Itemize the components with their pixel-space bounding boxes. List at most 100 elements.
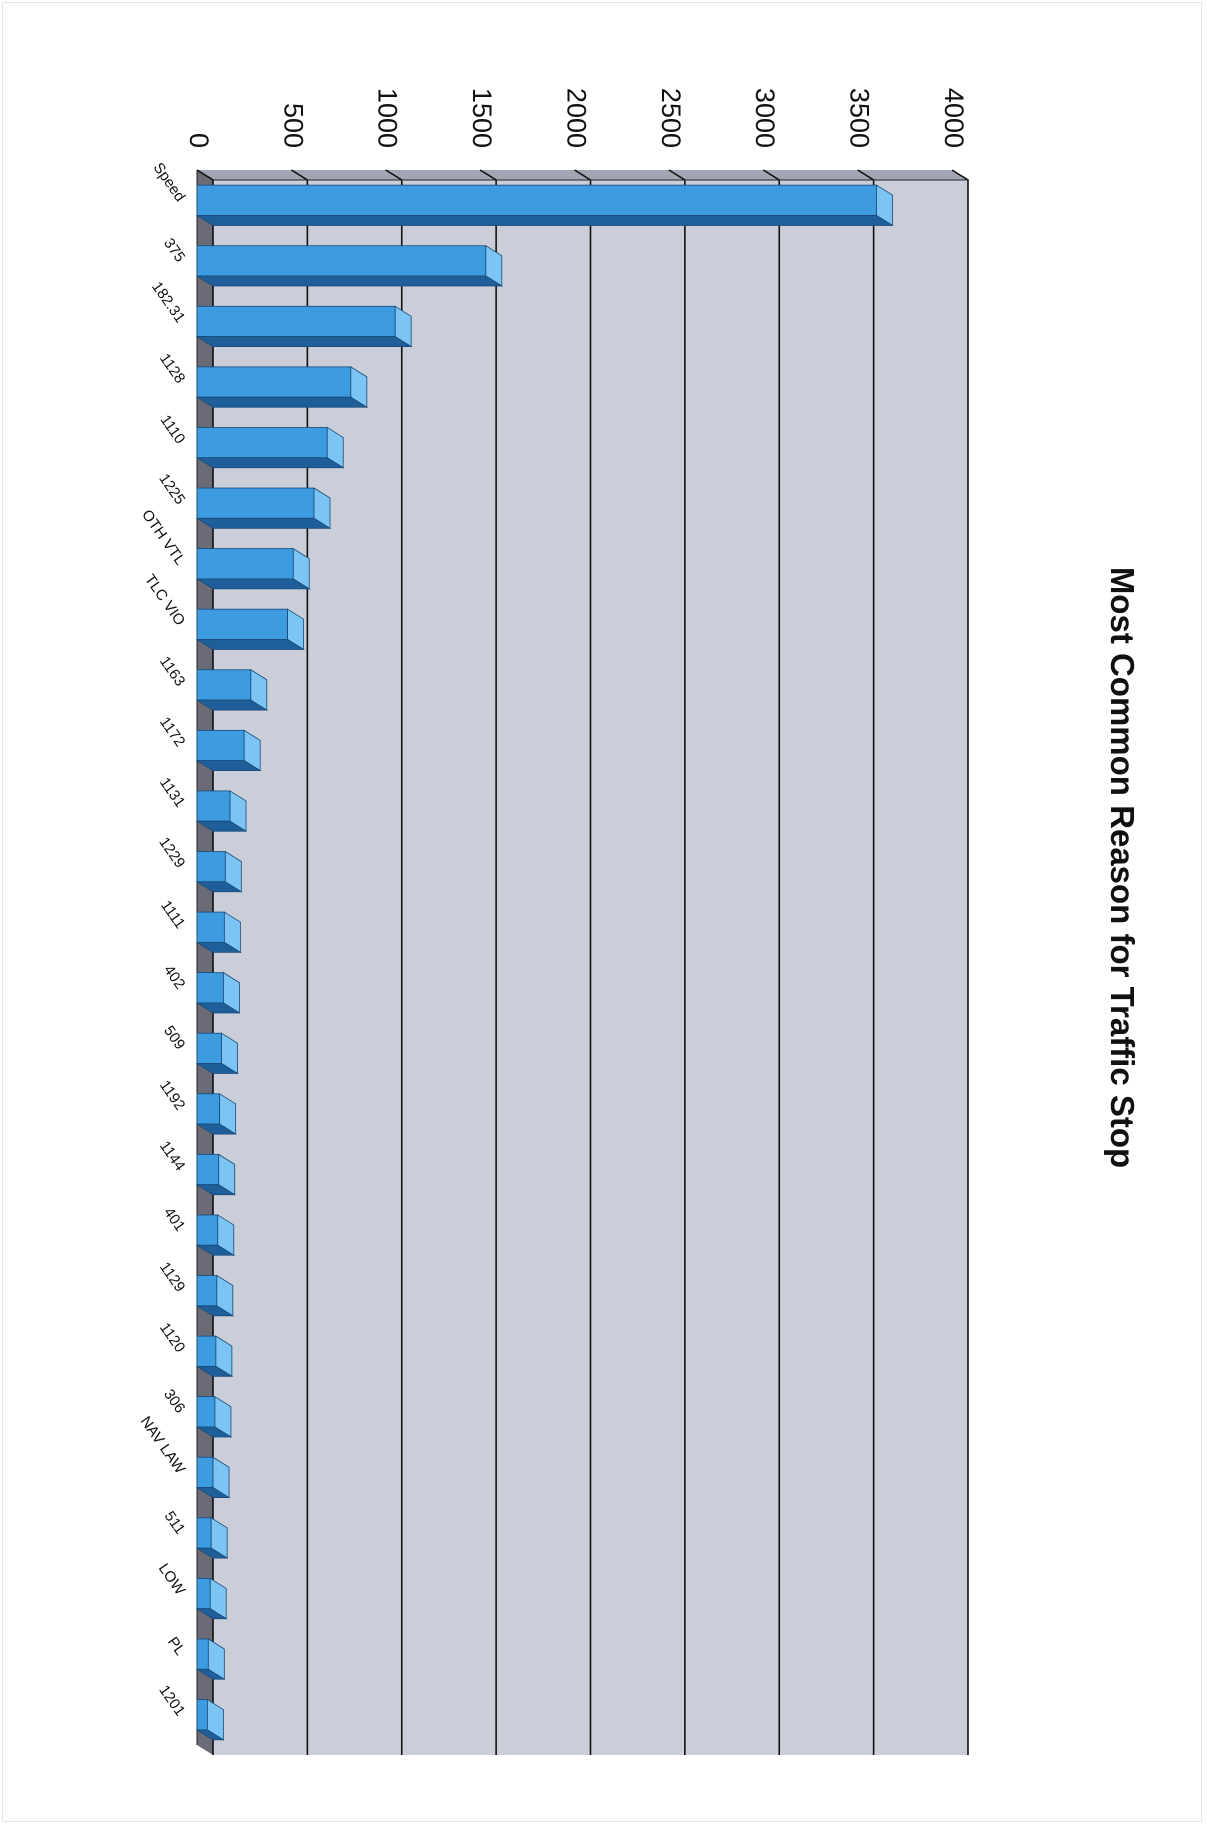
tick-label: 3000	[750, 88, 780, 148]
bar-pl	[195, 1638, 226, 1681]
tick-label: 1500	[467, 88, 497, 148]
bar-face	[196, 1153, 220, 1186]
bar-face	[196, 1578, 211, 1610]
bar-face	[196, 487, 315, 519]
bar-1128	[195, 366, 369, 408]
bar-face	[196, 972, 224, 1004]
category-label: 509	[160, 1023, 188, 1053]
category-label: 1201	[155, 1682, 188, 1719]
category-label: 1131	[156, 774, 188, 810]
bar-509	[195, 1032, 239, 1075]
bar-side	[195, 881, 243, 893]
bar-1131	[195, 790, 248, 832]
bar-182-31	[195, 305, 413, 348]
bar-side	[195, 1668, 226, 1680]
tick-label: 1000	[373, 88, 403, 148]
bar-1201	[195, 1698, 225, 1741]
bar-1229	[195, 850, 243, 893]
bar-face	[196, 427, 328, 459]
category-label: TLC VIO	[141, 571, 188, 629]
bar-side	[195, 578, 311, 590]
bar-face	[196, 1396, 216, 1428]
bar-side	[195, 1608, 228, 1620]
bar-face	[196, 1699, 208, 1731]
category-label: 1163	[156, 653, 188, 689]
bar-side	[195, 1729, 225, 1741]
bar-side	[195, 1002, 241, 1014]
category-label: 402	[160, 962, 188, 992]
bar-side	[195, 1305, 235, 1317]
bar-side	[195, 1244, 236, 1256]
bar-1120	[195, 1335, 234, 1378]
bar-face	[196, 851, 226, 883]
bar-side	[195, 1365, 234, 1377]
bar-face	[196, 1335, 217, 1367]
bar-side	[195, 336, 413, 347]
bar-side	[195, 760, 262, 772]
category-label: 1144	[156, 1138, 188, 1174]
bar-side	[195, 275, 504, 287]
category-label: 1110	[157, 412, 189, 447]
bar-tlc-vio	[195, 608, 305, 651]
category-label: 1120	[156, 1320, 188, 1356]
category-label: 1111	[157, 897, 188, 931]
bar-low	[195, 1577, 228, 1620]
tick-label: 0	[184, 133, 214, 148]
bar-side	[195, 941, 242, 953]
bar-1129	[195, 1274, 235, 1317]
bar-side	[195, 1487, 231, 1498]
category-label: Speed	[150, 160, 189, 205]
bar-face	[196, 1275, 218, 1307]
bar-402	[195, 971, 241, 1014]
bar-side	[195, 1184, 237, 1196]
bar-face	[196, 1638, 209, 1670]
category-label: NAV LAW	[137, 1413, 189, 1477]
bar-face	[196, 608, 288, 640]
category-label: 1172	[156, 714, 188, 750]
bar-face	[196, 1032, 222, 1064]
chart-title: Most Common Reason for Traffic Stop	[1104, 567, 1141, 1168]
bar-side	[195, 517, 332, 529]
bar-face	[196, 305, 396, 337]
bar-511	[195, 1517, 229, 1559]
category-label: 1229	[155, 834, 188, 871]
tick-label: 2500	[656, 88, 686, 148]
bar-nav-law	[195, 1456, 231, 1499]
bar-401	[195, 1214, 236, 1256]
bar-side	[195, 699, 269, 711]
bar-face	[196, 1456, 214, 1488]
category-label: PL	[164, 1634, 188, 1659]
bar-side	[195, 820, 248, 832]
bar-375	[195, 244, 504, 287]
bar-face	[196, 911, 225, 943]
bar-side	[195, 1426, 233, 1438]
tick-label: 500	[278, 103, 308, 148]
category-label: LOW	[155, 1560, 189, 1598]
bar-face	[196, 1214, 219, 1246]
bar-side	[195, 1547, 229, 1559]
bar-306	[195, 1395, 233, 1438]
tick-label: 2000	[561, 88, 591, 148]
bar-face	[196, 1517, 212, 1549]
bar-face	[196, 366, 352, 398]
bar-face	[196, 245, 487, 277]
bar-1111	[195, 911, 242, 954]
category-label: 375	[160, 235, 188, 265]
bar-1192	[195, 1093, 238, 1135]
bar-oth-vtl	[195, 547, 311, 590]
bar-1225	[195, 487, 332, 530]
bar-face	[196, 790, 231, 822]
bar-side	[195, 1123, 238, 1135]
bar-1110	[195, 426, 345, 469]
plot-floor	[197, 170, 213, 1755]
bar-1144	[195, 1153, 237, 1196]
category-label: 401	[160, 1204, 188, 1234]
bar-face	[196, 729, 245, 762]
category-label: 1128	[156, 350, 188, 386]
tick-label: 4000	[939, 88, 969, 148]
category-label: 511	[161, 1508, 189, 1537]
category-label: 182.31	[148, 279, 188, 326]
